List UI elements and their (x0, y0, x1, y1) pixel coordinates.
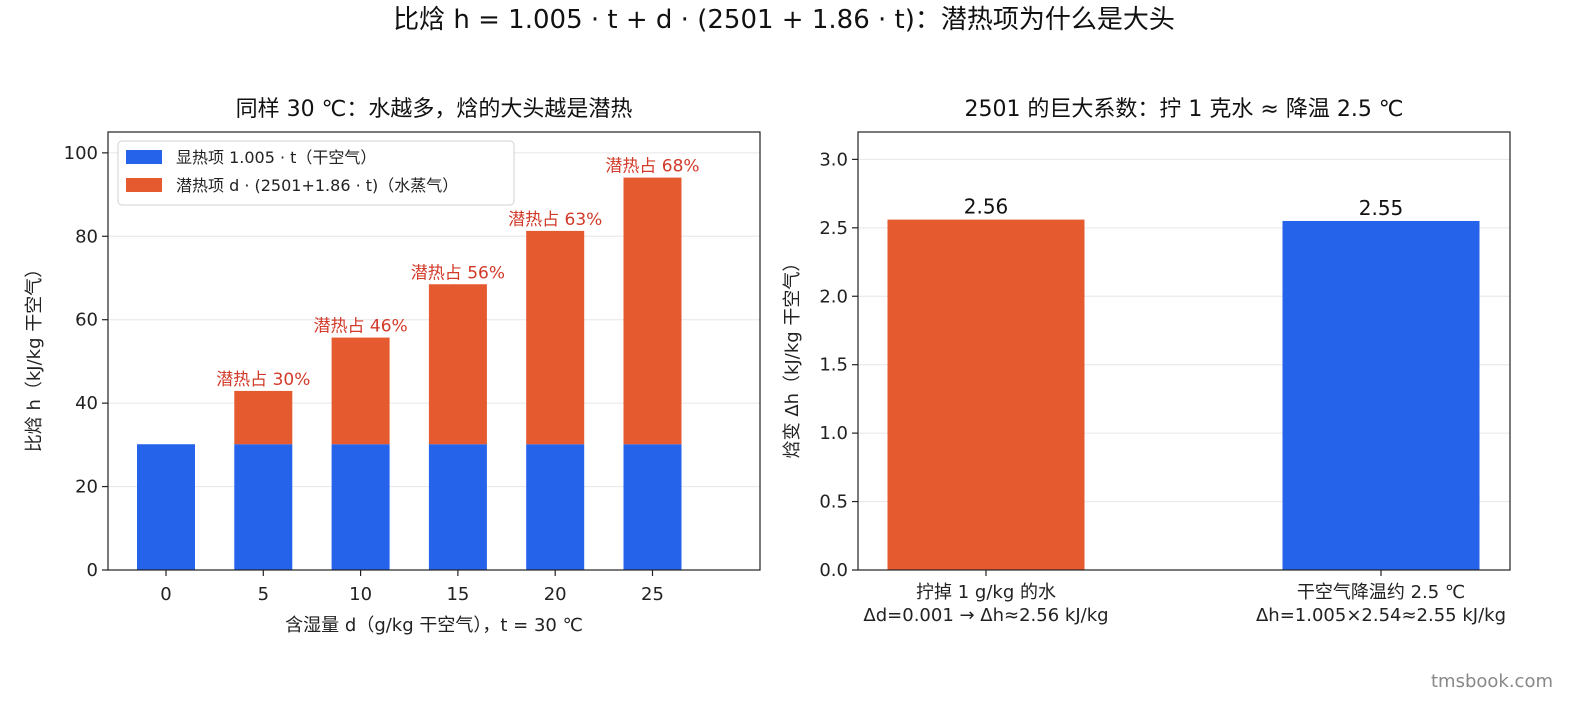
right-chart-title: 2501 的巨大系数：拧 1 克水 ≈ 降温 2.5 ℃ (964, 97, 1403, 122)
watermark: tmsbook.com (1431, 671, 1553, 692)
right-y-axis-label: 焓变 Δh（kJ/kg 干空气） (782, 254, 803, 459)
latent-heat-bar (234, 390, 293, 445)
left-x-tick-label: 5 (258, 584, 269, 605)
right-y-tick-label: 3.0 (819, 149, 848, 170)
enthalpy-change-bar (887, 219, 1085, 570)
legend-swatch (126, 178, 162, 192)
left-x-tick-label: 20 (544, 584, 567, 605)
right-x-tick-label: 干空气降温约 2.5 ℃ (1297, 582, 1465, 603)
latent-heat-bar (623, 177, 682, 445)
left-chart-panel: 同样 30 ℃：水越多，焓的大头越是潜热 0 20 40 60 80 100 0 潜热占 30%… (24, 97, 761, 636)
left-legend: 显热项 1.005 · t（干空气） 潜热项 d · (2501+1.86 · t… (117, 140, 515, 206)
left-y-tick-label: 40 (75, 393, 98, 414)
legend-entry-label: 显热项 1.005 · t（干空气） (176, 148, 376, 167)
bar-value-label: 2.55 (1359, 196, 1404, 220)
sensible-heat-bar (331, 444, 390, 570)
latent-heat-bar (428, 284, 487, 445)
left-y-tick-label: 80 (75, 226, 98, 247)
sensible-heat-bar (234, 444, 293, 570)
left-axes-frame (107, 131, 761, 571)
latent-share-annotation: 潜热占 30% (216, 370, 310, 390)
left-y-tick-label: 100 (64, 143, 98, 164)
left-y-tick-label: 60 (75, 310, 98, 331)
left-y-tick-label: 20 (75, 477, 98, 498)
right-x-tick-label: Δd=0.001 → Δh≈2.56 kJ/kg (863, 605, 1108, 626)
right-y-tick-label: 0.0 (819, 560, 848, 581)
right-y-tick-label: 0.5 (819, 492, 848, 513)
right-axes-frame (857, 131, 1511, 571)
left-x-tick-label: 25 (641, 584, 664, 605)
left-x-axis-label: 含湿量 d（g/kg 干空气），t = 30 ℃ (285, 615, 583, 636)
latent-share-annotation: 潜热占 68% (605, 157, 699, 177)
latent-share-annotation: 潜热占 56% (411, 263, 505, 283)
left-y-tick-label: 0 (87, 560, 98, 581)
right-x-tick-label: Δh=1.005×2.54≈2.55 kJ/kg (1256, 605, 1506, 626)
latent-share-annotation: 潜热占 63% (508, 210, 602, 230)
right-chart-panel: 2501 的巨大系数：拧 1 克水 ≈ 降温 2.5 ℃ 0.0 0.5 1.0 1.5… (782, 97, 1511, 626)
right-x-tick-label: 拧掉 1 g/kg 的水 (916, 582, 1056, 603)
left-x-tick-label: 10 (349, 584, 372, 605)
left-y-axis-label: 比焓 h（kJ/kg 干空气） (24, 260, 45, 453)
right-y-tick-label: 1.5 (819, 355, 848, 376)
latent-heat-bar (331, 337, 390, 445)
right-y-tick-label: 1.0 (819, 423, 848, 444)
right-y-tick-label: 2.0 (819, 286, 848, 307)
enthalpy-change-bar (1282, 220, 1480, 570)
left-x-tick-label: 0 (160, 584, 171, 605)
latent-heat-bar (526, 230, 585, 445)
right-y-tick-label: 2.5 (819, 218, 848, 239)
sensible-heat-bar (428, 444, 487, 570)
figure-suptitle: 比焓 h = 1.005 · t + d · (2501 + 1.86 · t)… (393, 5, 1175, 35)
legend-box (117, 140, 515, 206)
legend-entry-label: 潜热项 d · (2501+1.86 · t)（水蒸气） (176, 176, 458, 195)
bar-value-label: 2.56 (964, 195, 1009, 219)
sensible-heat-bar (623, 444, 682, 570)
left-chart-title: 同样 30 ℃：水越多，焓的大头越是潜热 (236, 97, 633, 122)
legend-swatch (126, 150, 162, 164)
sensible-heat-bar (137, 444, 195, 570)
latent-share-annotation: 潜热占 46% (313, 317, 407, 337)
left-x-tick-label: 15 (446, 584, 469, 605)
sensible-heat-bar (526, 444, 585, 570)
